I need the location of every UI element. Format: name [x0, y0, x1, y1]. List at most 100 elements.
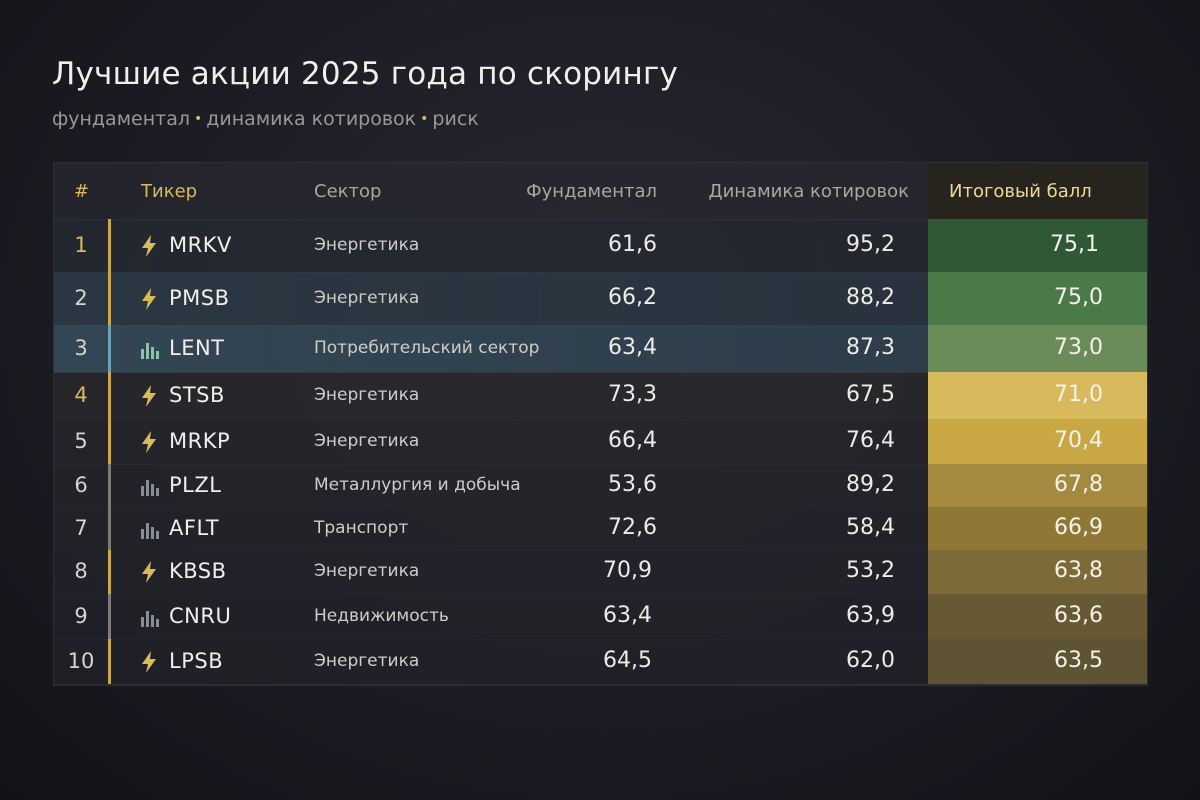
table-row[interactable]: 5 MRKP Энергетика 66,4 76,4 70,4: [54, 419, 1147, 465]
row-score: 63,5: [1054, 648, 1103, 673]
row-fundamental: 64,5: [603, 648, 652, 673]
row-sector: Энергетика: [314, 385, 420, 405]
row-score-cell: 63,8: [928, 550, 1147, 594]
row-dynamics: 87,3: [846, 335, 895, 360]
table-row[interactable]: 2 PMSB Энергетика 66,2 88,2 75,0: [54, 272, 1147, 326]
table-row[interactable]: 8 KBSB Энергетика 70,9 53,2 63,8: [54, 550, 1147, 595]
bar-chart-icon: [138, 605, 160, 629]
row-rank: 2: [74, 286, 88, 310]
row-accent-bar: [108, 272, 111, 325]
row-sector: Энергетика: [314, 431, 420, 451]
bar-chart-icon: [138, 474, 160, 498]
row-score: 66,9: [1054, 515, 1103, 540]
table-row[interactable]: 4 STSB Энергетика 73,3 67,5 71,0: [54, 372, 1147, 420]
header-rank[interactable]: #: [74, 181, 90, 202]
row-score: 75,0: [1054, 285, 1103, 310]
row-score: 75,1: [1050, 232, 1099, 257]
row-score: 63,8: [1054, 558, 1103, 583]
table-header: # Тикер Сектор Фундаментал Динамика коти…: [54, 163, 1147, 220]
score-table: # Тикер Сектор Фундаментал Динамика коти…: [53, 162, 1148, 686]
row-fundamental: 63,4: [603, 603, 652, 628]
subtitle-separator: •: [420, 111, 429, 127]
subtitle-separator: •: [194, 111, 203, 127]
row-ticker[interactable]: PLZL: [169, 473, 222, 497]
row-ticker[interactable]: MRKP: [169, 429, 231, 453]
row-rank: 10: [67, 649, 95, 673]
row-accent-bar: [108, 372, 111, 419]
row-score-cell: 71,0: [928, 372, 1147, 419]
lightning-icon: [138, 560, 160, 584]
row-rank: 5: [74, 429, 88, 453]
header-score[interactable]: Итоговый балл: [949, 181, 1092, 202]
row-sector: Транспорт: [314, 518, 409, 538]
table-row[interactable]: 7 AFLT Транспорт 72,6 58,4 66,9: [54, 507, 1147, 551]
row-score-cell: 63,5: [928, 639, 1147, 684]
table-row[interactable]: 9 CNRU Недвижимость 63,4 63,9 63,6: [54, 594, 1147, 640]
row-fundamental: 61,6: [608, 232, 657, 257]
row-sector: Недвижимость: [314, 606, 449, 626]
row-dynamics: 89,2: [846, 472, 895, 497]
row-ticker[interactable]: KBSB: [169, 559, 227, 583]
row-sector: Энергетика: [314, 288, 420, 308]
header-score-cell: Итоговый балл: [928, 163, 1147, 219]
row-accent-bar: [108, 550, 111, 594]
header-fundamental[interactable]: Фундаментал: [526, 181, 657, 202]
row-ticker[interactable]: PMSB: [169, 286, 230, 310]
row-score-cell: 66,9: [928, 507, 1147, 550]
row-accent-bar: [108, 419, 111, 464]
row-ticker[interactable]: STSB: [169, 383, 225, 407]
row-score-cell: 75,0: [928, 272, 1147, 325]
table-row[interactable]: 1 MRKV Энергетика 61,6 95,2 75,1: [54, 219, 1147, 273]
row-ticker[interactable]: LENT: [169, 336, 225, 360]
row-score: 70,4: [1054, 428, 1103, 453]
row-score: 67,8: [1054, 472, 1103, 497]
row-rank: 4: [74, 383, 88, 407]
row-dynamics: 95,2: [846, 232, 895, 257]
row-ticker[interactable]: CNRU: [169, 604, 232, 628]
table-row[interactable]: 6 PLZL Металлургия и добыча 53,6 89,2 67,8: [54, 464, 1147, 508]
row-rank: 9: [74, 604, 88, 628]
row-dynamics: 53,2: [846, 558, 895, 583]
table-row[interactable]: 3 LENT Потребительский сектор 63,4 87,3 73,0: [54, 325, 1147, 373]
row-dynamics: 76,4: [846, 428, 895, 453]
row-dynamics: 67,5: [846, 382, 895, 407]
row-sector: Потребительский сектор: [314, 338, 540, 358]
bar-chart-icon: [138, 337, 160, 361]
row-fundamental: 72,6: [608, 515, 657, 540]
row-accent-bar: [108, 464, 111, 507]
header-ticker[interactable]: Тикер: [141, 181, 198, 202]
lightning-icon: [138, 234, 160, 258]
row-ticker[interactable]: AFLT: [169, 516, 220, 540]
row-score-cell: 63,6: [928, 594, 1147, 639]
row-ticker[interactable]: LPSB: [169, 649, 224, 673]
row-fundamental: 63,4: [608, 335, 657, 360]
subtitle-fundamental: фундаментал: [52, 108, 190, 130]
row-score-cell: 73,0: [928, 325, 1147, 372]
row-accent-bar: [108, 325, 111, 372]
row-fundamental: 53,6: [608, 472, 657, 497]
row-sector: Энергетика: [314, 651, 420, 671]
row-dynamics: 58,4: [846, 515, 895, 540]
lightning-icon: [138, 430, 160, 454]
row-fundamental: 66,2: [608, 285, 657, 310]
row-fundamental: 70,9: [603, 558, 652, 583]
row-dynamics: 88,2: [846, 285, 895, 310]
subtitle-risk: риск: [432, 108, 479, 130]
row-sector: Металлургия и добыча: [314, 475, 521, 495]
row-score: 71,0: [1054, 382, 1103, 407]
row-rank: 8: [74, 559, 88, 583]
subtitle-dynamics: динамика котировок: [206, 108, 417, 130]
row-ticker[interactable]: MRKV: [169, 233, 232, 257]
header-dynamics[interactable]: Динамика котировок: [708, 181, 909, 202]
row-rank: 7: [74, 516, 88, 540]
row-dynamics: 62,0: [846, 648, 895, 673]
row-score-cell: 67,8: [928, 464, 1147, 507]
lightning-icon: [138, 384, 160, 408]
row-score-cell: 75,1: [928, 219, 1147, 272]
table-row[interactable]: 10 LPSB Энергетика 64,5 62,0 63,5: [54, 639, 1147, 685]
row-rank: 3: [74, 336, 88, 360]
row-accent-bar: [108, 219, 111, 272]
row-accent-bar: [108, 639, 111, 684]
header-sector[interactable]: Сектор: [314, 181, 382, 202]
row-sector: Энергетика: [314, 235, 420, 255]
